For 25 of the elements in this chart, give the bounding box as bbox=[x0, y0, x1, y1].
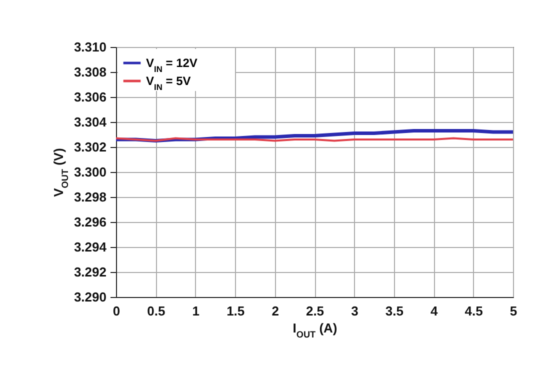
legend-label: V$_{IN}$ = 12V bbox=[146, 56, 198, 74]
y-tick-label: 3.306 bbox=[74, 90, 106, 104]
y-tick-label: 3.310 bbox=[74, 40, 106, 54]
y-tick-label: 3.304 bbox=[74, 114, 108, 130]
legend-label: V$_{IN}$ = 5V bbox=[146, 74, 191, 92]
x-tick-label: 0.5 bbox=[147, 304, 166, 318]
y-tick-label: 3.300 bbox=[74, 164, 106, 180]
x-tick-label: 4 bbox=[430, 304, 438, 318]
x-axis-title: I$_{OUT}$ (A) bbox=[292, 320, 338, 340]
x-tick-label: 4.5 bbox=[464, 304, 483, 318]
x-tick-label: 2 bbox=[272, 304, 279, 318]
x-tick-label: 1 bbox=[192, 304, 200, 318]
y-tick-label: 3.290 bbox=[74, 290, 106, 304]
x-tick-label: 0 bbox=[112, 304, 120, 318]
x-tick-label: 2.5 bbox=[306, 304, 324, 318]
y-tick-label: 3.294 bbox=[74, 240, 108, 254]
y-tick-label: 3.308 bbox=[74, 64, 106, 80]
y-tick-label: 3.292 bbox=[74, 264, 106, 280]
x-tick-label: 1.5 bbox=[226, 304, 245, 318]
x-tick-label: 3 bbox=[351, 304, 358, 318]
x-tick-label: 5 bbox=[510, 304, 518, 318]
y-tick-label: 3.296 bbox=[74, 214, 106, 230]
x-tick-label: 3.5 bbox=[385, 304, 404, 318]
y-tick-label: 3.298 bbox=[74, 190, 106, 204]
y-tick-label: 3.302 bbox=[74, 140, 106, 154]
